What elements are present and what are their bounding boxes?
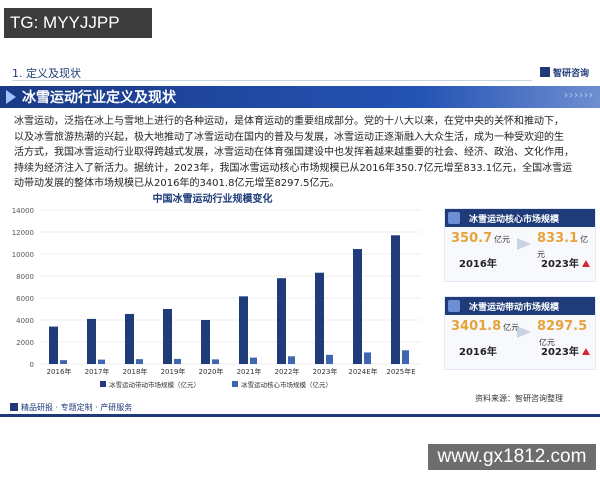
bar-core-market <box>98 359 105 364</box>
bar-driven-market <box>315 272 324 364</box>
card-header: 冰雪运动带动市场规模 <box>445 297 595 315</box>
x-tick-label: 2019年 <box>161 367 186 376</box>
footer-bar <box>0 414 600 417</box>
bar-core-market <box>174 358 181 364</box>
x-tick-label: 2023年 <box>313 367 338 376</box>
legend-label: 冰雪运动带动市场规模（亿元） <box>109 380 200 389</box>
driven-market-card: 冰雪运动带动市场规模 3401.8 亿元 8297.5亿元 2016年 2023年 <box>444 296 596 370</box>
banner-chevrons-icon: ›››››› <box>564 90 594 101</box>
intro-paragraph: 冰雪运动，泛指在冰上与雪地上进行的各种运动，是体育运动的重要组成部分。党的十八大… <box>14 114 588 192</box>
title-banner: 冰雪运动行业定义及现状 ›››››› <box>0 86 600 108</box>
watermark-top: TG: MYYJJPP <box>4 8 152 38</box>
to-year: 2023年 <box>541 343 590 358</box>
x-tick-label: 2024E年 <box>348 367 377 376</box>
banner-title: 冰雪运动行业定义及现状 <box>22 90 176 106</box>
bar-core-market <box>402 350 409 364</box>
bar-driven-market <box>125 313 134 364</box>
bar-core-market <box>364 352 371 364</box>
legend-swatch <box>232 381 238 387</box>
x-tick-label: 2018年 <box>123 367 148 376</box>
bar-core-market <box>250 357 257 364</box>
arrow-right-icon <box>517 326 531 338</box>
y-tick-label: 2000 <box>16 339 34 347</box>
bar-driven-market <box>391 235 400 364</box>
chart-icon <box>448 300 460 312</box>
chart-title: 中国冰雪运动行业规模变化 <box>152 194 273 205</box>
section-title: 1. 定义及现状 <box>12 67 81 80</box>
up-arrow-icon <box>581 348 590 355</box>
card-header: 冰雪运动核心市场规模 <box>445 209 595 227</box>
core-market-card: 冰雪运动核心市场规模 350.7 亿元 833.1 亿元 2016年 2023年 <box>444 208 596 282</box>
to-year: 2023年 <box>541 255 590 270</box>
banner-arrow-icon <box>6 90 16 104</box>
y-tick-label: 12000 <box>12 229 34 237</box>
brand-logo-icon <box>540 67 550 77</box>
paragraph-line: 持续为经济注入了新活力。据统计，2023年，我国冰雪运动核心市场规模已从2016… <box>14 162 573 174</box>
bar-driven-market <box>87 318 96 364</box>
x-tick-label: 2017年 <box>85 367 110 376</box>
legend-swatch <box>100 381 106 387</box>
bar-core-market <box>326 354 333 364</box>
bar-driven-market <box>49 326 58 364</box>
up-arrow-icon <box>581 260 590 267</box>
paragraph-line: 活方式，我国冰雪运动行业取得跨越式发展，冰雪运动在体育强国建设中也发挥着越来越重… <box>14 147 574 158</box>
y-tick-label: 8000 <box>16 273 34 281</box>
bar-chart: 0 2000 4000 6000 8000 10000 12000 14000 2016年 201… <box>12 207 420 389</box>
y-tick-label: 0 <box>30 361 34 369</box>
bar-driven-market <box>201 320 210 364</box>
arrow-right-icon <box>517 238 531 250</box>
to-value: 8297.5亿元 <box>537 319 588 347</box>
from-value: 3401.8 亿元 <box>451 319 520 334</box>
to-value: 833.1 亿元 <box>537 231 589 259</box>
y-tick-label: 10000 <box>12 251 34 259</box>
brand-name: 智研咨询 <box>553 69 590 79</box>
footer: 精品研报 · 专题定制 · 产研服务 <box>10 402 132 413</box>
bar-driven-market <box>353 249 362 364</box>
bar-core-market <box>136 359 143 364</box>
paragraph-line: 冰雪运动，泛指在冰上与雪地上进行的各种运动，是体育运动的重要组成部分。党的十八大… <box>14 116 564 127</box>
legend-label: 冰雪运动核心市场规模（亿元） <box>241 380 332 389</box>
y-tick-label: 6000 <box>16 295 34 303</box>
x-tick-label: 2016年 <box>47 367 72 376</box>
bar-driven-market <box>163 309 172 364</box>
from-year: 2016年 <box>459 347 497 358</box>
paragraph-line: 动带动发展的整体市场规模已从2016年的3401.8亿元增至8297.5亿元。 <box>14 178 340 189</box>
x-tick-label: 2025年E <box>386 367 415 376</box>
x-tick-label: 2022年 <box>275 367 300 376</box>
chart-icon <box>448 212 460 224</box>
source-note: 资料来源：智研咨询整理 <box>475 394 563 403</box>
brand-logo: 智研咨询 <box>540 66 589 79</box>
bar-core-market <box>288 356 295 364</box>
paragraph-line: 以及冰雪旅游热潮的兴起，极大地推动了冰雪运动在国内的普及与发展，冰雪运动正逐渐融… <box>14 131 564 143</box>
bar-driven-market <box>277 278 286 364</box>
section-divider <box>12 80 532 81</box>
bar-core-market <box>60 360 67 364</box>
x-tick-label: 2020年 <box>199 367 224 376</box>
from-value: 350.7 亿元 <box>451 231 511 246</box>
watermark-bottom: www.gx1812.com <box>428 444 596 470</box>
from-year: 2016年 <box>459 259 497 270</box>
y-tick-label: 4000 <box>16 317 34 325</box>
bar-core-market <box>212 359 219 364</box>
bar-driven-market <box>239 296 248 364</box>
footer-logo-icon <box>10 403 18 411</box>
card-title: 冰雪运动带动市场规模 <box>469 303 560 313</box>
y-tick-label: 14000 <box>12 207 34 215</box>
card-title: 冰雪运动核心市场规模 <box>469 215 560 225</box>
x-tick-label: 2021年 <box>237 367 262 376</box>
